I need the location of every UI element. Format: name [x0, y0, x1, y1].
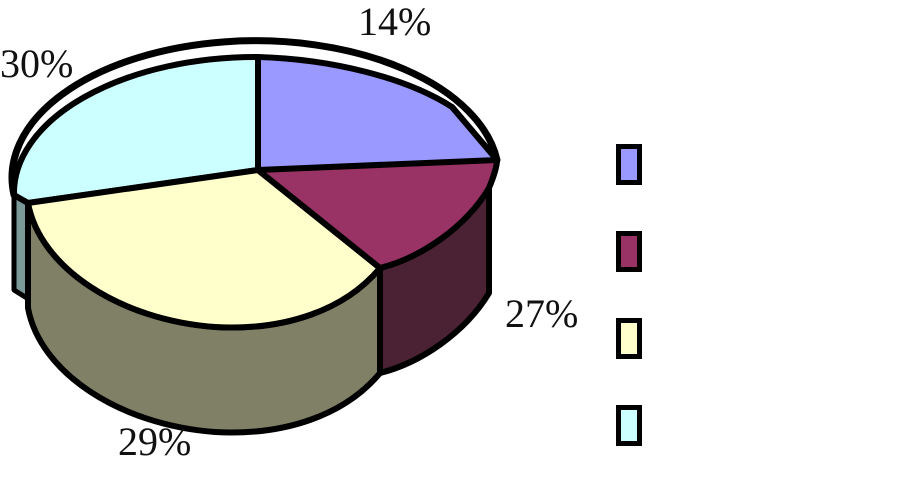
pie-slice-blue — [255, 54, 500, 173]
legend-item-2[interactable] — [616, 318, 642, 359]
chart-legend — [616, 144, 656, 446]
pie-top-rim — [8, 37, 501, 199]
pie-label-27-percent: 27% — [505, 291, 579, 336]
legend-swatch-yellow — [616, 318, 642, 359]
legend-item-0[interactable] — [616, 144, 642, 185]
pie-label-14-percent: 14% — [358, 0, 432, 44]
legend-item-1[interactable] — [616, 231, 642, 272]
legend-swatch-magenta — [616, 231, 642, 272]
pie-slice-cyan — [10, 53, 261, 206]
legend-swatch-blue — [616, 144, 642, 185]
pie-label-30-percent: 30% — [0, 41, 74, 86]
pie-slice-yellow — [25, 167, 383, 331]
legend-swatch-cyan — [616, 405, 642, 446]
legend-item-3[interactable] — [616, 405, 642, 446]
pie-label-29-percent: 29% — [118, 419, 192, 464]
